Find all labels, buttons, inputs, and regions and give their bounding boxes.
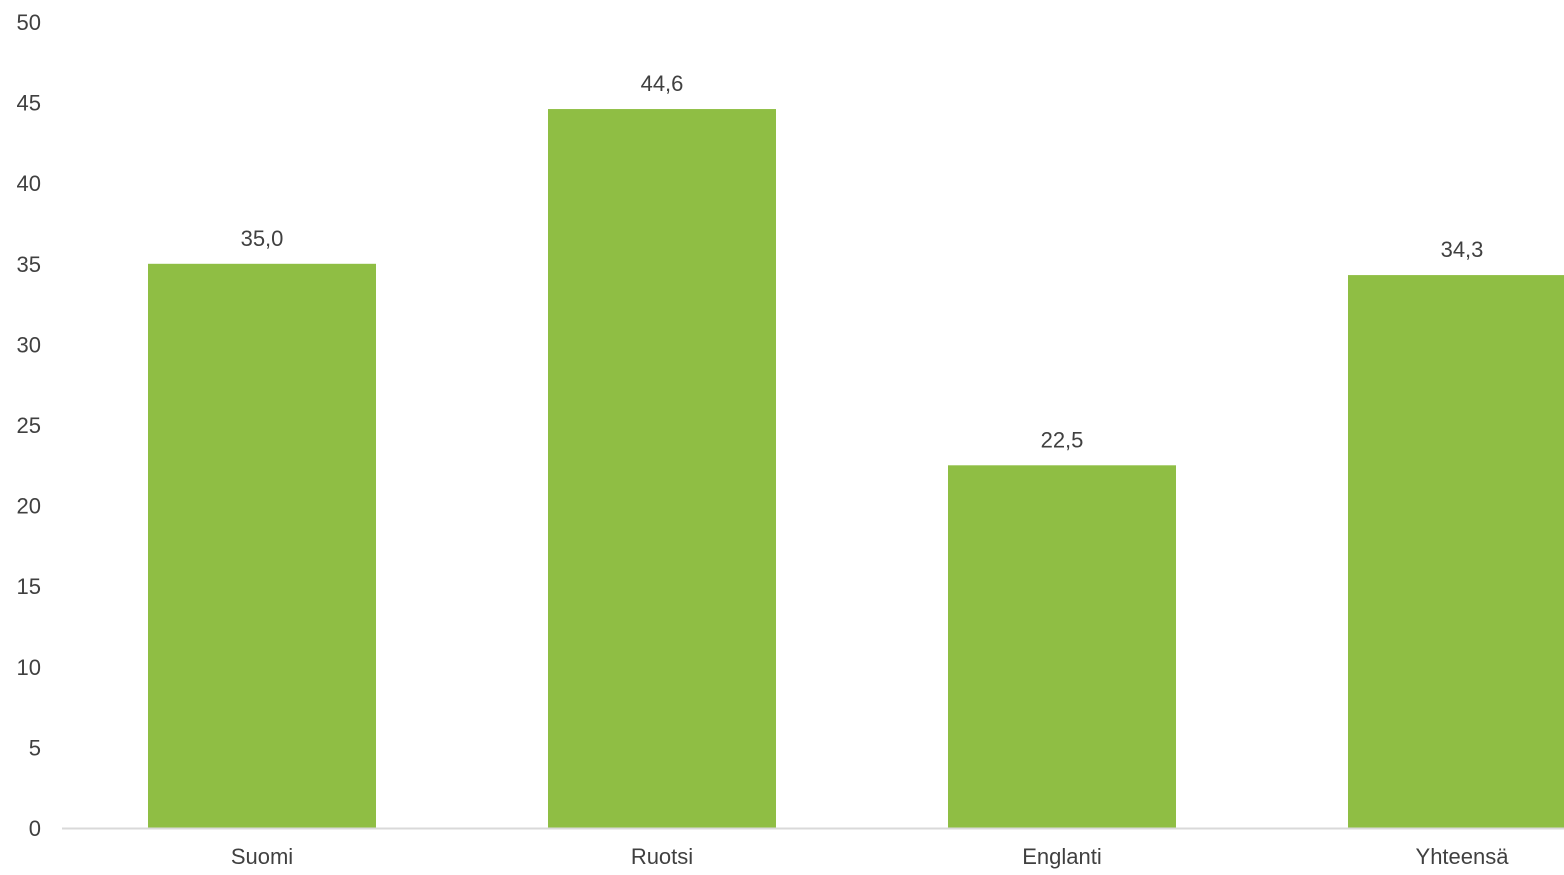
y-tick-label: 50 xyxy=(17,10,41,35)
y-tick-label: 10 xyxy=(17,655,41,680)
bar xyxy=(548,109,776,829)
y-tick-label: 45 xyxy=(17,91,41,116)
bar-value-label: 34,3 xyxy=(1441,237,1484,262)
x-axis-categories: Suomi Ruotsi Englanti Yhteensä xyxy=(231,844,1509,869)
y-axis-ticks: 0 5 10 15 20 25 30 35 40 45 50 xyxy=(17,10,41,841)
y-tick-label: 40 xyxy=(17,171,41,196)
y-tick-label: 30 xyxy=(17,332,41,357)
bar-value-label: 22,5 xyxy=(1041,427,1084,452)
y-tick-label: 15 xyxy=(17,574,41,599)
x-category-label: Ruotsi xyxy=(631,844,693,869)
data-labels: 35,0 44,6 22,5 34,3 xyxy=(241,71,1484,452)
x-category-label: Englanti xyxy=(1022,844,1102,869)
x-category-label: Suomi xyxy=(231,844,293,869)
bar-series xyxy=(148,109,1564,829)
bar xyxy=(1348,275,1564,829)
bar-value-label: 35,0 xyxy=(241,226,284,251)
bar xyxy=(948,465,1176,828)
y-tick-label: 35 xyxy=(17,252,41,277)
bar xyxy=(148,263,376,828)
bar-value-label: 44,6 xyxy=(641,71,684,96)
y-tick-label: 0 xyxy=(29,816,41,841)
y-tick-label: 20 xyxy=(17,494,41,519)
y-tick-label: 5 xyxy=(29,735,41,760)
y-tick-label: 25 xyxy=(17,413,41,438)
x-category-label: Yhteensä xyxy=(1416,844,1510,869)
